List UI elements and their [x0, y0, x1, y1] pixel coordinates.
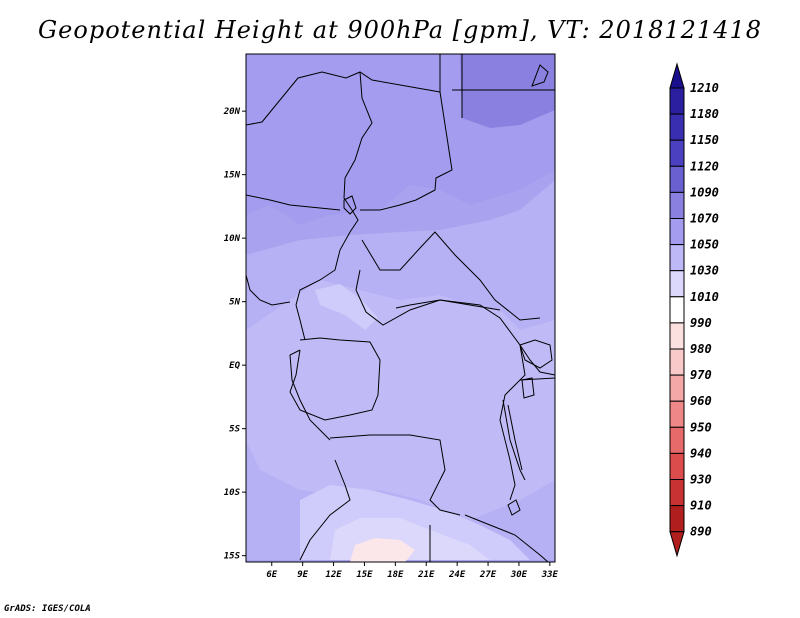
latitude-axis: 20N 15N 10N 5N EQ 5S 10S 15S	[223, 107, 246, 562]
lon-tick-label: 21E	[417, 570, 435, 580]
colorbar-label: 930	[690, 473, 712, 487]
colorbar-swatch	[669, 165, 685, 193]
page-title: Geopotential Height at 900hPa [gpm], VT:…	[38, 16, 762, 44]
lon-tick-label: 12E	[325, 570, 342, 580]
lon-tick-label: 33E	[541, 570, 559, 580]
map-plot-area	[246, 54, 555, 562]
colorbar-swatch	[669, 296, 685, 324]
longitude-axis: 6E 9E 12E 15E 18E 21E 24E 27E 30E 33E	[266, 562, 559, 580]
lake-outlines	[343, 64, 553, 516]
colorbar-label: 980	[690, 342, 712, 356]
field-south-low	[350, 538, 415, 562]
lon-tick-label: 18E	[387, 570, 404, 580]
coastline-and-borders	[246, 54, 555, 562]
field-central-light-patch	[315, 284, 378, 330]
colorbar-swatch	[669, 426, 685, 454]
colorbar-label: 1050	[690, 238, 719, 252]
colorbar-swatch	[669, 191, 685, 219]
colorbar-swatch	[669, 479, 685, 507]
colorbar-label: 890	[690, 525, 712, 539]
colorbar-label: 1210	[690, 81, 719, 95]
colorbar: 1210 1180 1150 1120 1090 1070 1050 1030 1010 990 9…	[669, 62, 719, 558]
lat-tick-label: 15S	[224, 552, 241, 562]
lon-tick-label: 27E	[479, 570, 497, 580]
colorbar-swatch	[669, 218, 685, 246]
lon-tick-label: 24E	[448, 570, 466, 580]
colorbar-label: 950	[690, 420, 712, 434]
colorbar-bottom-arrow	[669, 531, 685, 558]
lon-tick-label: 9E	[297, 570, 308, 580]
lat-tick-label: 10S	[224, 488, 241, 498]
lon-tick-label: 6E	[266, 570, 277, 580]
colorbar-label: 1010	[690, 290, 719, 304]
colorbar-label: 960	[690, 394, 712, 408]
colorbar-swatch	[669, 348, 685, 376]
map-frame	[245, 53, 556, 563]
colorbar-label: 1120	[690, 159, 719, 173]
colorbar-label: 1180	[690, 107, 719, 121]
colorbar-swatch	[669, 400, 685, 428]
colorbar-label: 1150	[690, 133, 719, 147]
lon-tick-label: 30E	[510, 570, 528, 580]
colorbar-label: 1090	[690, 185, 719, 199]
colorbar-swatch	[669, 139, 685, 167]
colorbar-swatch	[669, 244, 685, 272]
colorbar-swatch	[669, 505, 685, 533]
colorbar-label: 970	[690, 368, 712, 382]
field-inner-lighter	[246, 280, 555, 520]
grads-credit: GrADS: IGES/COLA	[4, 604, 91, 614]
colorbar-label: 910	[690, 499, 712, 513]
lat-tick-label: 10N	[224, 234, 241, 244]
colorbar-swatch	[669, 322, 685, 350]
lat-tick-label: EQ	[229, 361, 240, 371]
colorbar-label: 990	[690, 316, 712, 330]
lat-tick-label: 5S	[229, 425, 240, 435]
field-northeast-high	[460, 54, 555, 128]
colorbar-swatch	[669, 87, 685, 115]
lat-tick-label: 20N	[223, 107, 241, 117]
lat-tick-label: 15N	[224, 171, 241, 181]
colorbar-swatch	[669, 452, 685, 480]
colorbar-label: 1030	[690, 264, 719, 278]
colorbar-swatch	[669, 113, 685, 141]
colorbar-label: 940	[690, 446, 712, 460]
lon-tick-label: 15E	[356, 570, 373, 580]
colorbar-swatch	[669, 374, 685, 402]
colorbar-label: 1070	[690, 212, 719, 226]
lat-tick-label: 5N	[229, 298, 240, 308]
colorbar-top-arrow	[669, 62, 685, 89]
colorbar-swatch	[669, 270, 685, 298]
